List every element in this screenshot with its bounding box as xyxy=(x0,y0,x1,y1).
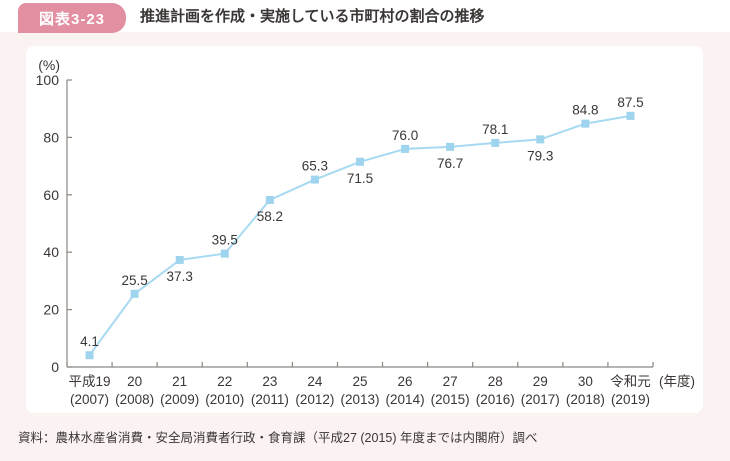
x-tick-label-year: (2016) xyxy=(476,392,515,407)
x-tick-label-year: (2013) xyxy=(340,392,379,407)
data-point-label: 25.5 xyxy=(121,273,147,288)
x-tick-label-era: 30 xyxy=(578,374,593,389)
y-tick-label: 100 xyxy=(36,72,60,88)
data-point-marker xyxy=(220,249,229,258)
y-tick-label: 20 xyxy=(43,302,59,318)
data-point-marker xyxy=(175,255,184,264)
data-point-marker xyxy=(265,195,274,204)
data-point-label: 39.5 xyxy=(212,233,238,248)
x-tick-label-year: (2014) xyxy=(386,392,425,407)
data-point-label: 79.3 xyxy=(527,148,553,163)
x-tick-label-year: (2015) xyxy=(431,392,470,407)
x-tick-label-era: 令和元 xyxy=(610,374,651,389)
x-axis-unit-label: (年度) xyxy=(659,374,695,389)
data-point-marker xyxy=(626,111,635,120)
x-tick-label-year: (2018) xyxy=(566,392,605,407)
x-tick-label-era: 平成19 xyxy=(69,374,111,389)
data-point-marker xyxy=(310,175,319,184)
y-tick-label: 0 xyxy=(51,359,59,375)
data-point-label: 71.5 xyxy=(347,171,373,186)
x-tick-label-era: 23 xyxy=(262,374,277,389)
data-point-marker xyxy=(130,289,139,298)
y-tick-label: 60 xyxy=(43,187,59,203)
data-point-label: 87.5 xyxy=(617,95,643,110)
data-point-label: 65.3 xyxy=(302,159,328,174)
data-point-marker xyxy=(446,142,455,151)
x-tick-label-year: (2007) xyxy=(70,392,109,407)
data-point-label: 78.1 xyxy=(482,122,508,137)
data-point-label: 4.1 xyxy=(80,334,99,349)
x-tick-label-era: 22 xyxy=(217,374,232,389)
x-tick-label-era: 28 xyxy=(488,374,503,389)
x-tick-label-year: (2012) xyxy=(295,392,334,407)
data-point-marker xyxy=(491,138,500,147)
data-point-label: 58.2 xyxy=(257,209,283,224)
x-tick-label-era: 24 xyxy=(307,374,323,389)
x-tick-label-era: 20 xyxy=(127,374,142,389)
x-tick-label-era: 26 xyxy=(398,374,413,389)
x-tick-label-year: (2019) xyxy=(611,392,650,407)
x-tick-label-year: (2011) xyxy=(251,392,289,407)
y-tick-label: 80 xyxy=(43,129,59,145)
x-tick-label-year: (2008) xyxy=(115,392,154,407)
data-point-label: 76.7 xyxy=(437,156,463,171)
x-tick-label-era: 27 xyxy=(443,374,458,389)
data-point-marker xyxy=(85,351,94,360)
x-tick-label-era: 21 xyxy=(172,374,187,389)
data-point-marker xyxy=(536,135,545,144)
line-chart: 0 20 40 60 80 100(%) 平成19 (2007) 20 (2008) 21 (2009… xyxy=(36,57,695,407)
data-point-marker xyxy=(356,157,364,166)
x-tick-label-era: 29 xyxy=(533,374,548,389)
chart-panel: 0 20 40 60 80 100 (%) 平成19 (2007) 20 (2008) 21 (2009… xyxy=(26,46,703,413)
data-point-marker xyxy=(401,144,410,153)
x-tick-label-year: (2010) xyxy=(205,392,244,407)
data-point-label: 76.0 xyxy=(392,128,418,143)
data-point-label: 84.8 xyxy=(572,103,598,118)
data-point-label: 37.3 xyxy=(167,269,193,284)
x-tick-label-year: (2009) xyxy=(160,392,199,407)
x-tick-label-era: 25 xyxy=(352,374,367,389)
source-note: 資料：農林水産省消費・安全局消費者行政・食育課（平成27 (2015) 年度まで… xyxy=(18,431,538,445)
figure-number-badge: 図表3-23 xyxy=(18,3,126,33)
figure-title: 推進計画を作成・実施している市町村の割合の推移 xyxy=(140,8,485,25)
y-axis-unit-label: (%) xyxy=(38,57,60,73)
figure-number-label: 図表3-23 xyxy=(38,10,106,28)
x-tick-label-year: (2017) xyxy=(521,392,560,407)
y-tick-label: 40 xyxy=(43,244,59,260)
data-point-marker xyxy=(581,119,590,128)
